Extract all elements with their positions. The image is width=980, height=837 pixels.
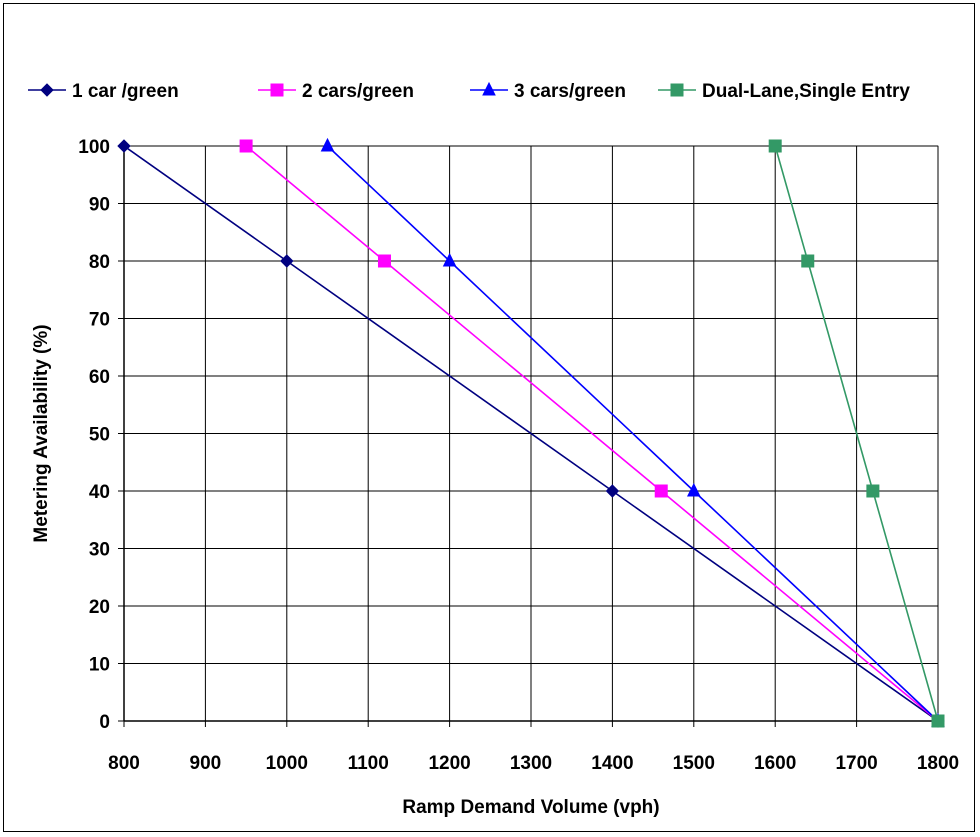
data-point xyxy=(377,254,391,268)
y-axis-title: Metering Availability (%) xyxy=(31,324,52,542)
series-lines xyxy=(123,145,939,722)
legend-entry: 2 cars/green xyxy=(258,81,414,102)
data-point xyxy=(866,484,880,498)
data-point xyxy=(801,254,815,268)
data-point xyxy=(117,139,131,153)
data-point xyxy=(280,254,294,268)
y-tick-label: 80 xyxy=(89,252,110,273)
data-point xyxy=(686,482,701,497)
y-tick-label: 40 xyxy=(89,482,110,503)
series-line xyxy=(123,145,939,722)
data-point xyxy=(654,484,668,498)
series-line xyxy=(774,145,939,722)
y-tick-label: 90 xyxy=(89,195,110,216)
legend-entry: 1 car /green xyxy=(28,81,179,102)
y-tick-label: 100 xyxy=(78,137,110,158)
data-point xyxy=(239,139,253,153)
x-tick-label: 1800 xyxy=(917,753,959,774)
y-tick-label: 10 xyxy=(89,655,110,676)
x-tick-label: 800 xyxy=(108,753,140,774)
legend-entry: 3 cars/green xyxy=(470,81,626,102)
y-tick-label: 30 xyxy=(89,540,110,561)
y-tick-label: 0 xyxy=(99,712,110,733)
x-tick-labels: 800 900 1000 1100 1200 1300 1400 1500 1600 1700 18… xyxy=(108,753,959,774)
legend-marker xyxy=(670,83,684,97)
legend-marker xyxy=(270,83,284,97)
x-tick-label: 1300 xyxy=(510,753,552,774)
y-tick-label: 70 xyxy=(89,310,110,331)
legend-marker xyxy=(40,83,54,97)
data-point xyxy=(605,484,620,498)
legend-label: 3 cars/green xyxy=(514,81,626,102)
y-tick-label: 20 xyxy=(89,597,110,618)
x-tick-label: 1600 xyxy=(754,753,796,774)
y-tick-label: 60 xyxy=(89,367,110,388)
legend-entry: Dual-Lane,Single Entry xyxy=(658,81,910,102)
legend-label: 2 cars/green xyxy=(302,81,414,102)
y-tick-labels: 0 10 20 30 40 50 60 70 80 90 100 xyxy=(78,137,110,733)
x-tick-label: 900 xyxy=(190,753,222,774)
x-tick-label: 1200 xyxy=(428,753,470,774)
x-tick-label: 1000 xyxy=(266,753,308,774)
legend-label: Dual-Lane,Single Entry xyxy=(702,81,910,102)
x-tick-label: 1700 xyxy=(835,753,877,774)
data-point xyxy=(768,139,782,153)
legend-marker xyxy=(482,81,496,96)
x-tick-label: 1500 xyxy=(673,753,715,774)
series-line xyxy=(326,145,939,722)
legend: 1 car /green 2 cars/green 3 cars/green Dual… xyxy=(28,81,910,102)
data-point xyxy=(931,714,945,728)
x-tick-label: 1400 xyxy=(591,753,633,774)
x-axis-title: Ramp Demand Volume (vph) xyxy=(402,797,659,818)
x-tick-label: 1100 xyxy=(348,753,389,774)
data-point xyxy=(442,252,457,267)
y-tick-label: 50 xyxy=(89,425,110,446)
legend-label: 1 car /green xyxy=(72,81,179,102)
grid xyxy=(118,145,939,727)
series-markers xyxy=(117,137,945,728)
series-line xyxy=(245,145,939,722)
data-point xyxy=(320,137,335,152)
